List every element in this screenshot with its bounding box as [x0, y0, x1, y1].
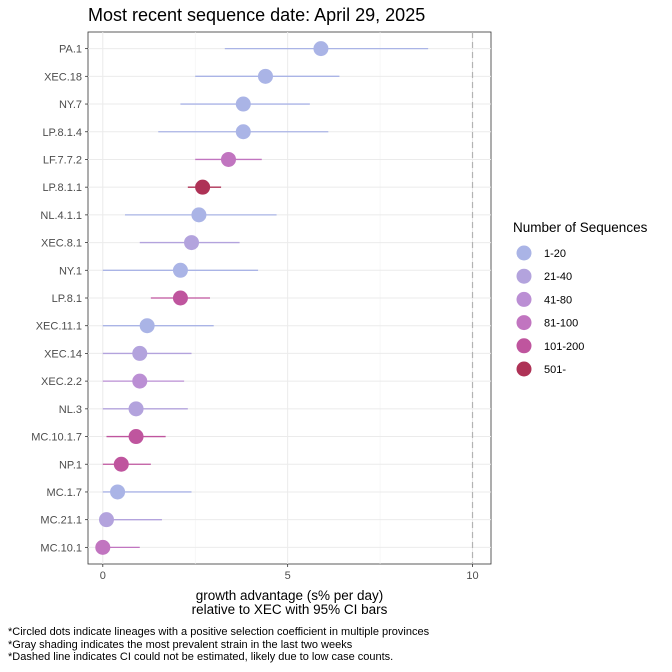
footnote-dashed-line: *Dashed line indicates CI could not be e… — [8, 651, 394, 663]
y-tick-label-MC.1.7: MC.1.7 — [47, 487, 82, 499]
legend-key-81-100 — [516, 315, 532, 331]
legend-key-1-20 — [516, 245, 532, 261]
y-tick-label-XEC.14: XEC.14 — [44, 348, 82, 360]
legend-label-41-80: 41-80 — [544, 294, 572, 306]
legend: 1-20 21-40 41-80 81-100 101-200 501- — [516, 245, 584, 377]
point-NL.3 — [128, 401, 144, 417]
legend-label-21-40: 21-40 — [544, 271, 572, 283]
point-MC.1.7 — [110, 484, 126, 500]
point-LP.8.1.4 — [235, 124, 251, 140]
legend-key-41-80 — [516, 291, 532, 307]
y-tick-label-MC.10.1: MC.10.1 — [40, 542, 82, 554]
x-axis-ticks: 0 5 10 — [100, 564, 479, 582]
point-XEC.8.1 — [184, 235, 200, 251]
y-tick-label-MC.21.1: MC.21.1 — [40, 515, 82, 527]
y-tick-label-NY.7: NY.7 — [59, 99, 82, 111]
legend-label-1-20: 1-20 — [544, 248, 566, 260]
legend-label-101-200: 101-200 — [544, 341, 584, 353]
y-tick-label-NP.1: NP.1 — [59, 459, 82, 471]
point-LP.8.1 — [172, 290, 188, 306]
y-tick-label-LP.8.1.4: LP.8.1.4 — [42, 127, 82, 139]
y-axis-ticks: PA.1 XEC.18 NY.7 LP.8.1.4 LF.7.7.2 LP.8.1.1 NL… — [31, 44, 88, 554]
legend-label-81-100: 81-100 — [544, 318, 578, 330]
legend-label-501-: 501- — [544, 364, 566, 376]
legend-key-21-40 — [516, 268, 532, 284]
legend-key-501- — [516, 361, 532, 377]
y-tick-label-XEC.11.1: XEC.11.1 — [36, 321, 82, 333]
x-tick-label-2: 10 — [466, 570, 478, 582]
y-tick-label-XEC.18: XEC.18 — [44, 71, 82, 83]
x-axis-label-line1: growth advantage (s% per day) — [196, 588, 384, 603]
y-tick-label-NL.3: NL.3 — [59, 404, 82, 416]
growth-advantage-chart: Most recent sequence date: April 29, 202… — [31, 5, 648, 617]
point-MC.21.1 — [98, 512, 114, 528]
point-NL.4.1.1 — [191, 207, 207, 223]
point-LP.8.1.1 — [195, 179, 211, 195]
point-XEC.14 — [132, 345, 148, 361]
y-tick-label-LP.8.1.1: LP.8.1.1 — [42, 182, 82, 194]
point-LF.7.7.2 — [220, 151, 236, 167]
legend-key-101-200 — [516, 338, 532, 354]
point-MC.10.1 — [95, 539, 111, 555]
y-tick-label-NL.4.1.1: NL.4.1.1 — [40, 210, 82, 222]
legend-title: Number of Sequences — [513, 220, 648, 235]
y-tick-label-LP.8.1: LP.8.1 — [52, 293, 82, 305]
point-XEC.11.1 — [139, 318, 155, 334]
x-tick-label-1: 5 — [285, 570, 291, 582]
point-PA.1 — [313, 41, 329, 57]
y-tick-label-PA.1: PA.1 — [59, 44, 82, 56]
point-NY.1 — [172, 262, 188, 278]
footnote-circled-dots: *Circled dots indicate lineages with a p… — [8, 626, 430, 638]
footnote-gray-shading: *Gray shading indicates the most prevale… — [8, 638, 353, 651]
y-tick-label-NY.1: NY.1 — [59, 265, 82, 277]
y-tick-label-XEC.2.2: XEC.2.2 — [41, 376, 82, 388]
point-XEC.2.2 — [132, 373, 148, 389]
y-tick-label-LF.7.7.2: LF.7.7.2 — [43, 154, 82, 166]
x-tick-label-0: 0 — [100, 570, 106, 582]
y-tick-label-MC.10.1.7: MC.10.1.7 — [31, 432, 82, 444]
y-tick-label-XEC.8.1: XEC.8.1 — [41, 238, 82, 250]
point-NY.7 — [235, 96, 251, 112]
chart-title: Most recent sequence date: April 29, 202… — [88, 5, 425, 25]
point-MC.10.1.7 — [128, 429, 144, 445]
point-NP.1 — [113, 456, 129, 472]
point-XEC.18 — [257, 68, 273, 84]
x-axis-label-line2: relative to XEC with 95% CI bars — [192, 602, 388, 617]
data-marks — [95, 32, 474, 564]
